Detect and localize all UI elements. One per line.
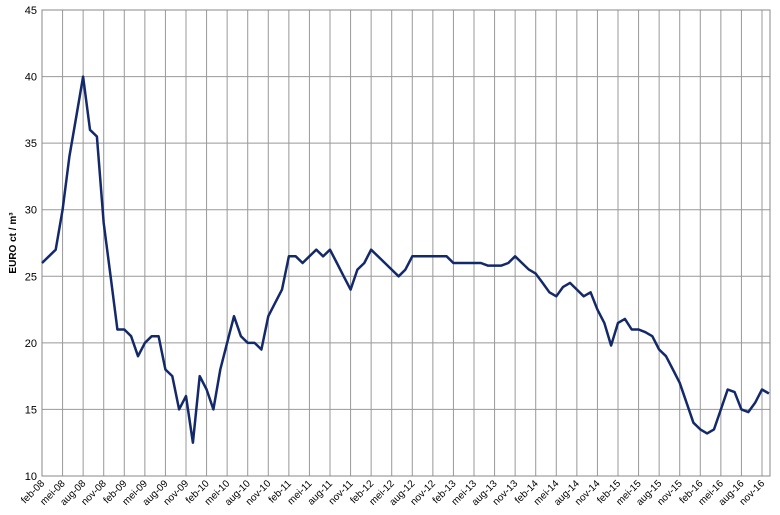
y-tick-label: 10 <box>25 471 37 483</box>
plot-frame <box>41 9 771 477</box>
y-tick-label: 40 <box>25 72 37 84</box>
y-tick-label: 20 <box>25 338 37 350</box>
y-tick-label: 30 <box>25 205 37 217</box>
y-tick-label: 15 <box>25 404 37 416</box>
line-series <box>41 75 770 444</box>
y-tick-label: 25 <box>25 271 37 283</box>
y-tick-label: 45 <box>25 5 37 17</box>
y-axis-label: EURO ct / m³ <box>8 212 19 274</box>
y-tick-label: 35 <box>25 138 37 150</box>
